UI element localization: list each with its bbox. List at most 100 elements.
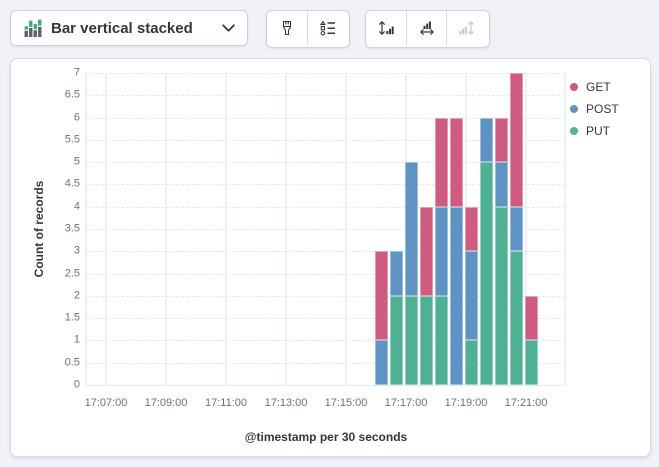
y-gridline	[86, 229, 565, 230]
y-gridline	[86, 295, 565, 297]
y-tick-label: 7	[73, 66, 80, 79]
legend-color-dot	[570, 83, 578, 91]
x-tick-label: 17:09:00	[144, 397, 188, 409]
bar-segment-get[interactable]	[450, 117, 464, 207]
x-tick-label: 17:17:00	[384, 397, 428, 409]
chart-type-label: Bar vertical stacked	[51, 19, 193, 37]
y-tick-label: 2	[73, 289, 80, 302]
x-tick-label: 17:19:00	[444, 397, 488, 409]
bar-segment-post[interactable]	[405, 162, 419, 296]
bar-segment-put[interactable]	[495, 206, 509, 385]
y-tick-label: 2.5	[64, 267, 80, 280]
x-gridline	[225, 73, 227, 385]
right-axis-icon	[458, 20, 475, 36]
bar-segment-put[interactable]	[390, 295, 404, 385]
y-tick-label: 5	[73, 155, 80, 168]
y-tick-label: 1.5	[64, 311, 80, 324]
y-tick-label: 1	[73, 333, 80, 346]
right-axis-button	[446, 11, 486, 45]
legend-item-get[interactable]: GET	[570, 76, 650, 98]
chart-type-dropdown[interactable]: Bar vertical stacked	[10, 10, 248, 46]
bar-segment-post[interactable]	[510, 206, 524, 252]
chevron-down-icon	[222, 24, 235, 32]
legend-color-dot	[570, 105, 578, 113]
x-tick-label: 17:11:00	[204, 397, 247, 409]
bar-segment-put[interactable]	[480, 162, 494, 385]
y-tick-label: 5.5	[64, 133, 80, 146]
x-gridline	[525, 73, 527, 385]
legend-label: GET	[586, 80, 611, 94]
bar-segment-post[interactable]	[495, 162, 509, 207]
legend-item-put[interactable]: PUT	[570, 120, 650, 142]
bar-segment-put[interactable]	[420, 295, 434, 385]
bar-segment-get[interactable]	[420, 206, 434, 296]
y-tick-label: 4	[73, 200, 80, 213]
left-axis-button[interactable]	[366, 11, 406, 45]
x-tick-label: 17:21:00	[504, 397, 548, 409]
bar-segment-post[interactable]	[480, 117, 494, 163]
y-gridline	[86, 184, 565, 186]
y-tick-label: 3	[73, 244, 80, 257]
y-tick-label: 6.5	[64, 88, 80, 101]
y-gridline	[86, 362, 565, 364]
left-axis-icon	[378, 20, 394, 36]
paintbrush-icon	[279, 20, 295, 36]
bar-segment-get[interactable]	[525, 295, 539, 341]
y-gridline	[86, 117, 565, 119]
bar-segment-get[interactable]	[510, 73, 524, 207]
y-tick-label: 6	[73, 111, 80, 124]
visual-options-button[interactable]	[267, 11, 307, 45]
x-gridline	[105, 73, 107, 385]
bar-segment-post[interactable]	[390, 251, 404, 296]
bar-segment-get[interactable]	[495, 117, 509, 163]
chart-toolbar: Bar vertical stacked	[0, 0, 659, 56]
x-axis-title: @timestamp per 30 seconds	[244, 430, 408, 444]
chart-panel	[10, 58, 651, 457]
x-gridline	[165, 73, 167, 385]
bottom-axis-button[interactable]	[406, 11, 446, 45]
bar-segment-get[interactable]	[465, 206, 479, 252]
x-tick-label: 17:15:00	[324, 397, 368, 409]
style-button-group	[266, 10, 350, 48]
y-gridline	[86, 251, 565, 253]
axis-button-group	[365, 10, 490, 48]
bar-segment-put[interactable]	[405, 295, 419, 385]
y-tick-label: 0.5	[64, 356, 80, 369]
bar-segment-put[interactable]	[525, 340, 539, 385]
bar-segment-post[interactable]	[450, 206, 464, 385]
bar-segment-get[interactable]	[435, 117, 449, 207]
bar-segment-get[interactable]	[375, 251, 389, 341]
y-tick-label: 4.5	[64, 177, 80, 190]
bar-vertical-stacked-icon	[23, 19, 43, 37]
x-gridline	[285, 73, 287, 385]
y-tick-label: 3.5	[64, 222, 80, 235]
bar-segment-post[interactable]	[375, 340, 389, 385]
legend-color-dot	[570, 127, 578, 135]
legend-label: POST	[586, 102, 619, 116]
legend-settings-button[interactable]	[307, 11, 347, 45]
plot-right-edge	[564, 73, 566, 385]
x-gridline	[345, 73, 347, 385]
bar-segment-put[interactable]	[510, 251, 524, 385]
bar-segment-post[interactable]	[435, 206, 449, 296]
y-gridline	[86, 139, 565, 141]
bar-segment-post[interactable]	[465, 251, 479, 341]
bar-segment-put[interactable]	[435, 295, 449, 385]
bottom-axis-icon	[419, 20, 435, 36]
legend-values-icon	[319, 20, 336, 36]
y-gridline	[86, 73, 565, 74]
y-gridline	[86, 95, 565, 97]
y-gridline	[86, 318, 565, 320]
x-tick-label: 17:07:00	[84, 397, 128, 409]
plot-left-edge	[85, 73, 87, 385]
bar-segment-put[interactable]	[465, 340, 479, 385]
legend-item-post[interactable]: POST	[570, 98, 650, 120]
y-tick-label: 0	[73, 378, 80, 391]
y-gridline	[86, 162, 565, 164]
y-gridline	[86, 273, 565, 275]
legend-label: PUT	[586, 124, 610, 138]
y-gridline	[86, 206, 565, 208]
chart-legend: GET POST PUT	[570, 76, 650, 142]
y-gridline	[86, 340, 565, 342]
